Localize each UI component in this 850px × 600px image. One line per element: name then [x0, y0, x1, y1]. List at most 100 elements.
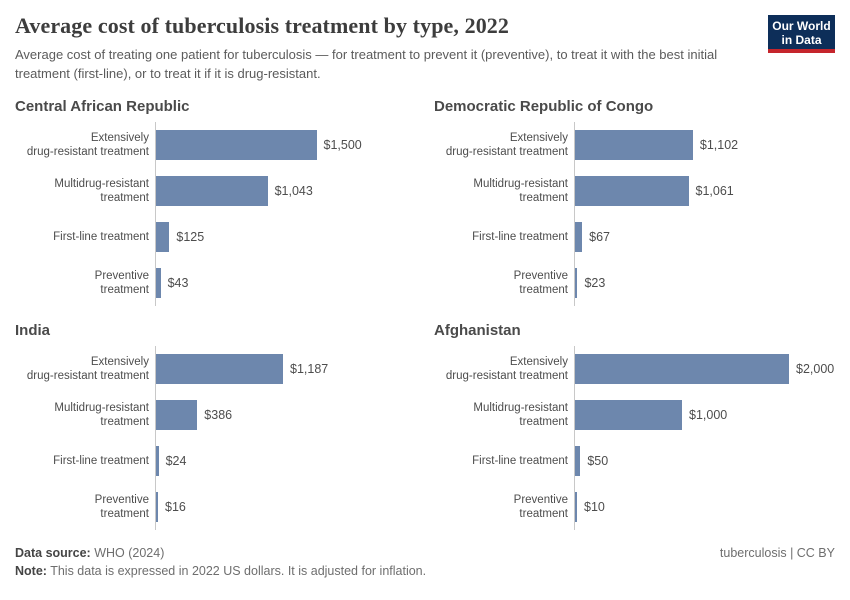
chart-subtitle: Average cost of treating one patient for… — [15, 47, 718, 81]
panel-democratic-republic-of-congo: Democratic Republic of Congo Extensively… — [434, 98, 835, 306]
note-label: Note: — [15, 564, 47, 578]
value-label: $386 — [204, 408, 233, 422]
value-label: $1,061 — [695, 184, 734, 198]
bar-cell: $1,043 — [155, 168, 416, 214]
value-label: $50 — [587, 454, 609, 468]
panel-title: Afghanistan — [434, 322, 521, 339]
bar-row: Preventive treatment $16 — [15, 484, 416, 530]
panel-title: Democratic Republic of Congo — [434, 98, 654, 115]
category-label: Extensively drug-resistant treatment — [445, 132, 568, 158]
bar[interactable] — [156, 354, 283, 384]
value-label: $67 — [589, 230, 611, 244]
bar[interactable] — [575, 222, 583, 252]
value-label: $24 — [165, 454, 187, 468]
bar-row: Multidrug-resistant treatment $1,061 — [434, 168, 835, 214]
chart-title: Average cost of tuberculosis treatment b… — [15, 13, 510, 38]
bar-row: First-line treatment $125 — [15, 214, 416, 260]
bar-cell: $16 — [155, 484, 416, 530]
bar-row: Extensively drug-resistant treatment $1,1… — [434, 122, 835, 168]
panel-central-african-republic: Central African Republic Extensively drug… — [15, 98, 416, 306]
owid-logo-line1: Our World — [772, 19, 831, 33]
license-credit[interactable]: tuberculosis | CC BY — [719, 546, 835, 560]
bar-cell: $1,061 — [574, 168, 835, 214]
note-line: Note: This data is expressed in 2022 US … — [15, 562, 426, 580]
chart-header: Average cost of tuberculosis treatment b… — [15, 12, 835, 83]
bar-cell: $1,102 — [574, 122, 835, 168]
bar-cell: $10 — [574, 484, 835, 530]
bar-cell: $24 — [155, 438, 416, 484]
value-label: $1,102 — [699, 138, 739, 152]
category-label: First-line treatment — [53, 455, 149, 467]
bar-row: Extensively drug-resistant treatment $1,5… — [15, 122, 416, 168]
category-label: Preventive treatment — [94, 270, 149, 296]
bar[interactable] — [575, 446, 581, 476]
bar[interactable] — [156, 130, 317, 160]
bar-cell: $50 — [574, 438, 835, 484]
category-label: First-line treatment — [472, 231, 568, 243]
panel-title: India — [15, 322, 51, 339]
bar[interactable] — [156, 446, 159, 476]
value-label: $2,000 — [796, 362, 835, 376]
bar[interactable] — [575, 354, 789, 384]
bar-cell: $125 — [155, 214, 416, 260]
bar-row: First-line treatment $24 — [15, 438, 416, 484]
bar-cell: $1,500 — [155, 122, 416, 168]
header-text: Average cost of tuberculosis treatment b… — [15, 12, 765, 83]
value-label: $1,187 — [290, 362, 329, 376]
owid-logo: Our World in Data — [768, 15, 835, 53]
bar[interactable] — [575, 268, 578, 298]
bar-cell: $23 — [574, 260, 835, 306]
bar-row: Multidrug-resistant treatment $1,000 — [434, 392, 835, 438]
bar-cell: $43 — [155, 260, 416, 306]
footer-left: Data source: WHO (2024) Note: This data … — [15, 544, 426, 580]
category-label: Extensively drug-resistant treatment — [445, 356, 568, 382]
bar-cell: $386 — [155, 392, 416, 438]
owid-logo-line2: in Data — [781, 33, 822, 47]
bar[interactable] — [156, 400, 198, 430]
bar[interactable] — [156, 176, 268, 206]
panel-afghanistan: Afghanistan Extensively drug-resistant tr… — [434, 322, 835, 530]
category-label: Extensively drug-resistant treatment — [26, 132, 149, 158]
category-label: Multidrug-resistant treatment — [473, 402, 568, 428]
data-source-line: Data source: WHO (2024) — [15, 544, 426, 562]
value-label: $1,500 — [323, 138, 362, 152]
bar[interactable] — [575, 492, 577, 522]
data-source-value: WHO (2024) — [94, 546, 165, 560]
bar-cell: $67 — [574, 214, 835, 260]
bar-row: First-line treatment $50 — [434, 438, 835, 484]
bar[interactable] — [575, 400, 682, 430]
bar-row: Multidrug-resistant treatment $1,043 — [15, 168, 416, 214]
bar-cell: $1,187 — [155, 346, 416, 392]
category-label: First-line treatment — [472, 455, 568, 467]
value-label: $125 — [176, 230, 205, 244]
category-label: Extensively drug-resistant treatment — [26, 356, 149, 382]
bar-row: Extensively drug-resistant treatment $1,1… — [15, 346, 416, 392]
category-label: First-line treatment — [53, 231, 149, 243]
bar-row: Extensively drug-resistant treatment $2,0… — [434, 346, 835, 392]
category-label: Multidrug-resistant treatment — [54, 178, 149, 204]
category-label: Multidrug-resistant treatment — [473, 178, 568, 204]
bar-row: Preventive treatment $43 — [15, 260, 416, 306]
bar[interactable] — [156, 492, 158, 522]
value-label: $43 — [167, 276, 189, 290]
value-label: $1,000 — [689, 408, 728, 422]
note-value: This data is expressed in 2022 US dollar… — [50, 564, 427, 578]
panel-title: Central African Republic — [15, 98, 190, 115]
value-label: $16 — [165, 500, 186, 514]
bar-row: Preventive treatment $23 — [434, 260, 835, 306]
bar-row: Preventive treatment $10 — [434, 484, 835, 530]
bar-row: First-line treatment $67 — [434, 214, 835, 260]
bar[interactable] — [575, 130, 693, 160]
bar[interactable] — [156, 268, 161, 298]
bar[interactable] — [156, 222, 170, 252]
small-multiples-grid: Central African Republic Extensively drug… — [15, 98, 835, 530]
bar-row: Multidrug-resistant treatment $386 — [15, 392, 416, 438]
bar[interactable] — [575, 176, 689, 206]
category-label: Preventive treatment — [513, 494, 568, 520]
panel-india: India Extensively drug-resistant treatmen… — [15, 322, 416, 530]
data-source-label: Data source: — [15, 546, 91, 560]
value-label: $10 — [584, 500, 605, 514]
category-label: Multidrug-resistant treatment — [54, 402, 149, 428]
bar-cell: $2,000 — [574, 346, 835, 392]
